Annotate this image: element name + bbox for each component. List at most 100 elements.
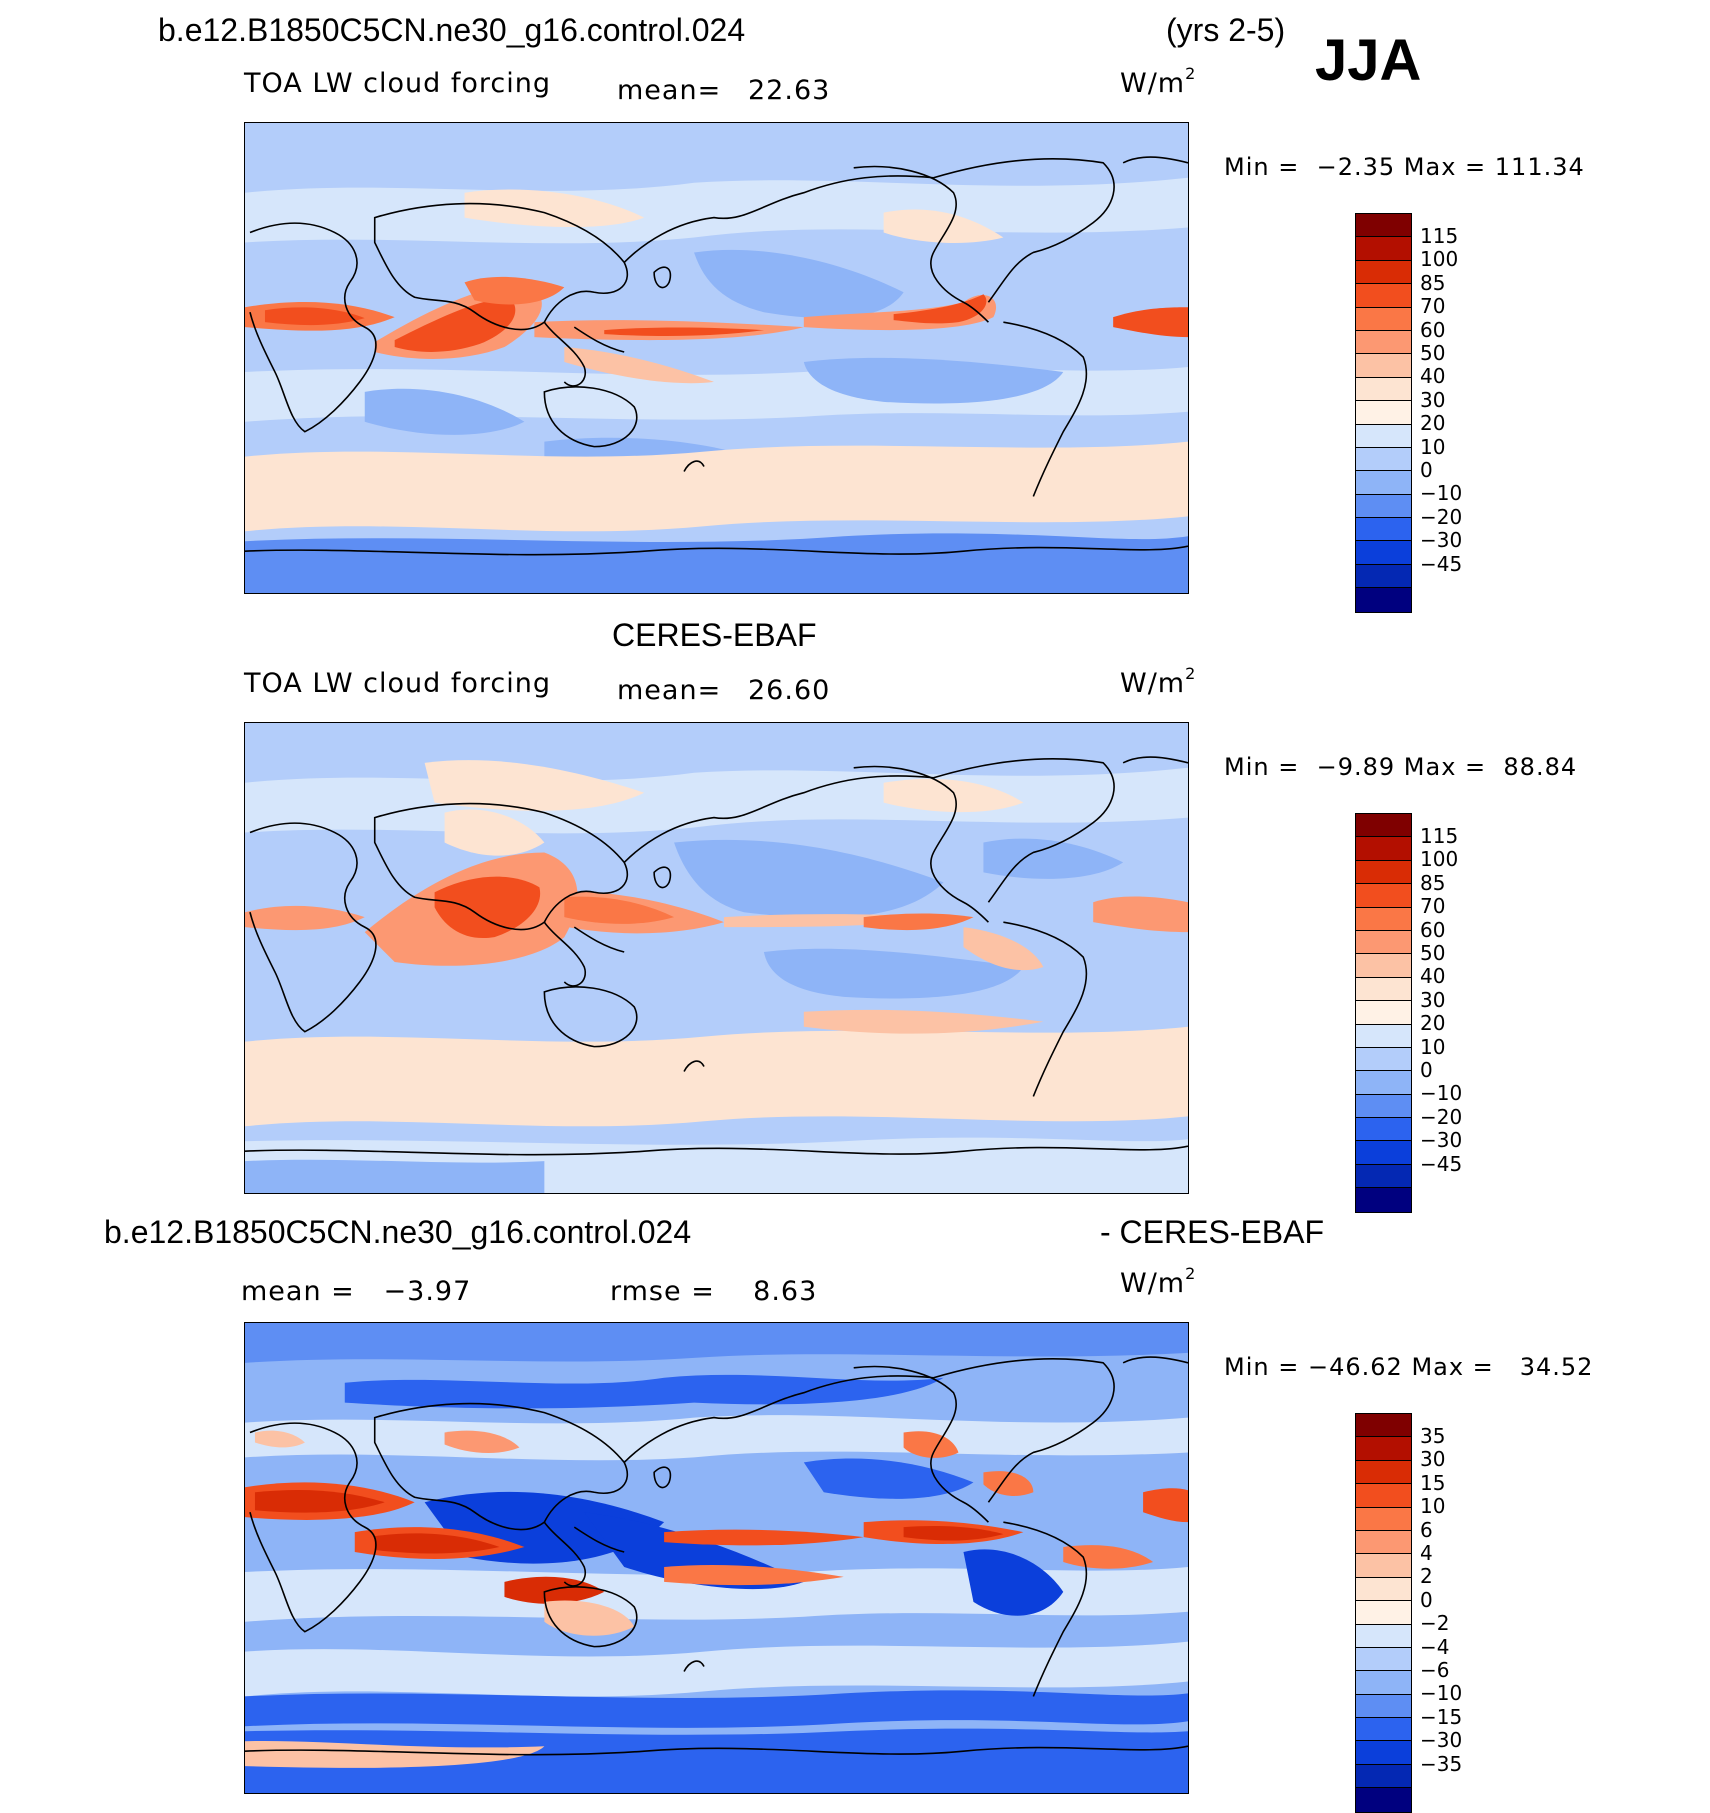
colorbar-tick-label: 115	[1420, 824, 1459, 848]
colorbar-tick-label: 20	[1420, 411, 1446, 436]
colorbar-swatch	[1356, 884, 1411, 908]
years-label: (yrs 2-5)	[1166, 12, 1286, 48]
colorbar-swatch	[1356, 471, 1411, 495]
colorbar-tick-label: 30	[1420, 1447, 1446, 1472]
colorbar-swatch	[1356, 330, 1411, 355]
colorbar-tick-label: −45	[1420, 1151, 1463, 1176]
colorbar-swatch	[1356, 494, 1411, 519]
panel1-minmax: Min = −2.35 Max = 111.34	[1224, 153, 1585, 181]
colorbar-tick-label: −20	[1420, 504, 1463, 529]
colorbar-swatch	[1356, 518, 1411, 542]
colorbar-tick-label: −20	[1420, 1104, 1463, 1129]
colorbar-swatch	[1356, 1718, 1411, 1742]
colorbar-swatch	[1356, 401, 1411, 425]
panel2-minmax: Min = −9.89 Max = 88.84	[1224, 753, 1578, 781]
colorbar-swatch	[1356, 284, 1411, 308]
panel2-map	[244, 722, 1189, 1194]
colorbar-swatch	[1356, 1188, 1411, 1212]
colorbar-tick-label: 35	[1420, 1424, 1446, 1448]
panel3-map	[244, 1322, 1189, 1794]
colorbar-swatch	[1356, 564, 1411, 589]
colorbar-swatch	[1356, 1460, 1411, 1485]
colorbar-tick-label: −15	[1420, 1704, 1463, 1729]
colorbar-swatch	[1356, 260, 1411, 285]
colorbar-tick-label: −30	[1420, 1728, 1463, 1753]
panel1-units: W/m2	[1120, 64, 1197, 99]
colorbar-tick-label: 20	[1420, 1011, 1446, 1036]
colorbar-tick-label: 85	[1420, 870, 1446, 895]
colorbar-tick-label: 30	[1420, 987, 1446, 1012]
colorbar-swatch	[1356, 1047, 1411, 1072]
colorbar-swatch	[1356, 307, 1411, 331]
colorbar-tick-label: −35	[1420, 1751, 1463, 1776]
panel2-mean-label: mean=	[617, 675, 722, 706]
colorbar-tick-label: 60	[1420, 317, 1446, 342]
panel1-colorbar	[1355, 213, 1412, 613]
colorbar-tick-label: 40	[1420, 964, 1446, 989]
panel3-units: W/m2	[1120, 1264, 1197, 1299]
colorbar-tick-label: −6	[1420, 1658, 1450, 1682]
colorbar-tick-label: −10	[1420, 1081, 1463, 1106]
colorbar-swatch	[1356, 1647, 1411, 1672]
colorbar-swatch	[1356, 237, 1411, 261]
colorbar-swatch	[1356, 1001, 1411, 1025]
colorbar-swatch	[1356, 1671, 1411, 1695]
panel3-minmax: Min = −46.62 Max = 34.52	[1224, 1353, 1594, 1381]
panel3-title-left: b.e12.B1850C5CN.ne30_g16.control.024	[104, 1214, 692, 1250]
colorbar-tick-label: 115	[1420, 224, 1459, 248]
panel2-title: CERES-EBAF	[612, 617, 817, 653]
colorbar-swatch	[1356, 377, 1411, 402]
colorbar-swatch	[1356, 1530, 1411, 1555]
colorbar-tick-label: −10	[1420, 1681, 1463, 1706]
panel3-colorbar	[1355, 1413, 1412, 1813]
colorbar-swatch	[1356, 214, 1411, 238]
panel2-units: W/m2	[1120, 664, 1197, 699]
colorbar-tick-label: 6	[1420, 1517, 1433, 1542]
colorbar-tick-label: 30	[1420, 387, 1446, 412]
colorbar-tick-label: 10	[1420, 1034, 1446, 1059]
colorbar-tick-label: −30	[1420, 528, 1463, 553]
colorbar-swatch	[1356, 1554, 1411, 1578]
colorbar-swatch	[1356, 588, 1411, 612]
panel3-rmse: rmse = 8.63	[610, 1276, 818, 1307]
case-title: b.e12.B1850C5CN.ne30_g16.control.024	[158, 12, 746, 48]
colorbar-swatch	[1356, 977, 1411, 1002]
panel1-mean-value: 22.63	[748, 75, 831, 106]
colorbar-swatch	[1356, 447, 1411, 472]
colorbar-tick-label: 4	[1420, 1541, 1433, 1565]
colorbar-tick-label: −30	[1420, 1128, 1463, 1153]
colorbar-swatch	[1356, 1484, 1411, 1508]
colorbar-swatch	[1356, 1624, 1411, 1648]
colorbar-tick-label: 100	[1420, 847, 1459, 872]
colorbar-tick-label: 0	[1420, 1058, 1433, 1082]
panel2-colorbar	[1355, 813, 1412, 1213]
panel3-title-right: - CERES-EBAF	[1100, 1214, 1325, 1250]
colorbar-tick-label: −4	[1420, 1634, 1450, 1659]
panel1-mean-label: mean=	[617, 75, 722, 106]
colorbar-tick-label: −45	[1420, 551, 1463, 576]
season-label: JJA	[1315, 28, 1422, 93]
colorbar-swatch	[1356, 1694, 1411, 1719]
panel3-mean: mean = −3.97	[241, 1276, 472, 1307]
colorbar-tick-label: 60	[1420, 917, 1446, 942]
colorbar-tick-label: 100	[1420, 247, 1459, 272]
colorbar-swatch	[1356, 1024, 1411, 1048]
colorbar-swatch	[1356, 541, 1411, 565]
colorbar-swatch	[1356, 354, 1411, 378]
colorbar-swatch	[1356, 1577, 1411, 1602]
colorbar-tick-label: 50	[1420, 941, 1446, 965]
colorbar-swatch	[1356, 860, 1411, 885]
colorbar-swatch	[1356, 1764, 1411, 1789]
colorbar-tick-label: 0	[1420, 458, 1433, 482]
colorbar-tick-label: 10	[1420, 434, 1446, 459]
colorbar-swatch	[1356, 814, 1411, 838]
colorbar-tick-label: 70	[1420, 894, 1446, 919]
colorbar-swatch	[1356, 954, 1411, 978]
colorbar-swatch	[1356, 424, 1411, 448]
colorbar-tick-label: 40	[1420, 364, 1446, 389]
colorbar-swatch	[1356, 1437, 1411, 1461]
colorbar-swatch	[1356, 907, 1411, 931]
colorbar-swatch	[1356, 1094, 1411, 1119]
colorbar-tick-label: −10	[1420, 481, 1463, 506]
colorbar-swatch	[1356, 1788, 1411, 1812]
